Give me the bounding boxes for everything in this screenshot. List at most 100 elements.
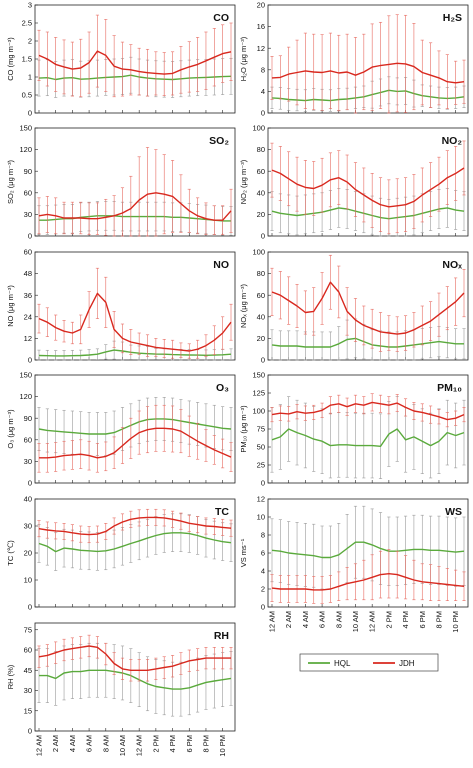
series-jdh	[270, 140, 466, 235]
y-tick-label: 2	[28, 37, 32, 46]
panel-7: 0 25 50 75 100 125 150 PM₁₀ (μg m⁻³) PM₁₀	[239, 371, 469, 488]
x-tick-label: 4 AM	[301, 611, 310, 628]
series-line-hql	[271, 337, 464, 348]
y-tick-label: 150	[19, 124, 32, 133]
x-tick-label: 12 AM	[268, 611, 277, 632]
series-line-hql	[271, 428, 465, 447]
y-tick-label: 45	[24, 666, 32, 675]
panel-10: 0 15 30 45 60 75 RH (%) RH 12 AM 2 AM 4 AM 6 AM 8 AM…	[6, 622, 236, 757]
legend-label-jdh: JDH	[399, 659, 415, 668]
y-tick-label: 90	[24, 414, 32, 423]
panel-1: 0 4 8 12 16 20 H₂O (μg m⁻³) H₂S	[239, 1, 469, 118]
y-axis-label: VS ms⁻¹	[239, 538, 248, 567]
y-tick-label: 30	[24, 522, 32, 531]
series-line-jdh	[271, 167, 465, 208]
y-tick-label: 0	[28, 727, 32, 736]
series-hql	[37, 397, 233, 456]
plot-frame	[34, 127, 236, 237]
y-tick-label: 24	[24, 312, 32, 321]
panel-title: NO₂	[442, 135, 463, 147]
y-tick-label: 0	[28, 603, 32, 612]
y-tick-label: 15	[24, 706, 32, 715]
series-line-jdh	[271, 281, 465, 335]
plot-frame	[34, 374, 236, 484]
y-tick-label: 2	[261, 585, 265, 594]
y-tick-label: 150	[19, 371, 32, 380]
y-tick-label: 8	[261, 65, 265, 74]
plot-frame	[267, 4, 469, 114]
panel-title: PM₁₀	[437, 382, 462, 394]
y-tick-label: 40	[24, 495, 32, 504]
y-tick-label: 75	[257, 425, 265, 434]
y-tick-label: 20	[24, 549, 32, 558]
y-tick-label: 30	[24, 210, 32, 219]
series-line-jdh	[38, 645, 231, 671]
x-tick-label: 4 PM	[168, 735, 177, 753]
series-line-hql	[271, 541, 465, 559]
y-tick-label: 25	[257, 461, 265, 470]
series-jdh	[37, 404, 233, 473]
x-tick-label: 2 AM	[51, 735, 60, 752]
y-axis-label: TC (℃)	[6, 540, 15, 566]
y-tick-label: 0.5	[22, 91, 32, 100]
y-tick-label: 2.5	[22, 19, 32, 28]
plot-frame	[34, 251, 236, 361]
legend: HQL JDH	[299, 653, 439, 672]
series-hql	[37, 340, 233, 361]
x-tick-label: 6 PM	[418, 611, 427, 629]
y-tick-label: 0	[28, 232, 32, 241]
y-tick-label: 4	[261, 567, 265, 576]
y-tick-label: 0	[28, 356, 32, 365]
panel-0: 0 0.5 1 1.5 2 2.5 3 CO (mg m⁻³) CO	[6, 1, 236, 118]
y-tick-label: 20	[257, 334, 265, 343]
y-tick-label: 48	[24, 269, 32, 278]
series-line-jdh	[39, 427, 232, 459]
y-tick-label: 75	[24, 625, 32, 634]
y-tick-label: 100	[252, 124, 265, 133]
series-line-jdh	[38, 50, 232, 75]
y-tick-label: 0	[28, 109, 32, 118]
y-tick-label: 90	[24, 167, 32, 176]
y-tick-label: 60	[257, 291, 265, 300]
panel-title: SO₂	[209, 135, 229, 147]
series-jdh	[37, 267, 233, 359]
panel-title: O₃	[216, 382, 229, 394]
y-axis-label: H₂O (μg m⁻³)	[239, 36, 248, 81]
panel-4: 0 12 24 36 48 60 NO (μg m⁻³) NO	[6, 248, 236, 365]
series-jdh	[270, 14, 466, 114]
series-line-jdh	[271, 62, 465, 84]
x-tick-label: 2 PM	[384, 611, 393, 629]
y-tick-label: 60	[24, 248, 32, 257]
y-axis-label: NOₓ (μg m⁻³)	[239, 283, 248, 328]
y-tick-label: 12	[24, 334, 32, 343]
x-tick-label: 4 PM	[401, 611, 410, 629]
series-jdh	[270, 549, 466, 604]
y-tick-label: 0	[261, 479, 265, 488]
x-tick-label: 8 AM	[334, 611, 343, 628]
series-line-hql	[38, 74, 232, 81]
y-tick-label: 0	[28, 479, 32, 488]
y-tick-label: 60	[257, 167, 265, 176]
y-tick-label: 100	[252, 248, 265, 257]
series-line-hql	[38, 532, 232, 553]
series-jdh	[37, 634, 233, 682]
y-axis-label: NO₂ (μg m⁻³)	[239, 159, 248, 204]
series-hql	[37, 642, 233, 717]
panel-title: WS	[445, 506, 462, 518]
panel-title: NO	[213, 259, 229, 271]
y-tick-label: 12	[257, 495, 265, 504]
series-line-hql	[38, 349, 232, 357]
x-tick-label: 12 AM	[35, 735, 44, 756]
x-tick-label: 10 AM	[118, 735, 127, 756]
y-axis-label: RH (%)	[6, 664, 15, 689]
y-tick-label: 100	[252, 407, 265, 416]
plot-frame	[267, 498, 469, 608]
y-tick-label: 40	[257, 188, 265, 197]
series-line-hql	[39, 669, 232, 690]
y-tick-label: 12	[257, 44, 265, 53]
y-tick-label: 6	[261, 549, 265, 558]
panel-title: RH	[214, 630, 229, 642]
panel-title: TC	[215, 506, 229, 518]
series-jdh	[37, 147, 233, 237]
series-line-hql	[271, 207, 465, 220]
